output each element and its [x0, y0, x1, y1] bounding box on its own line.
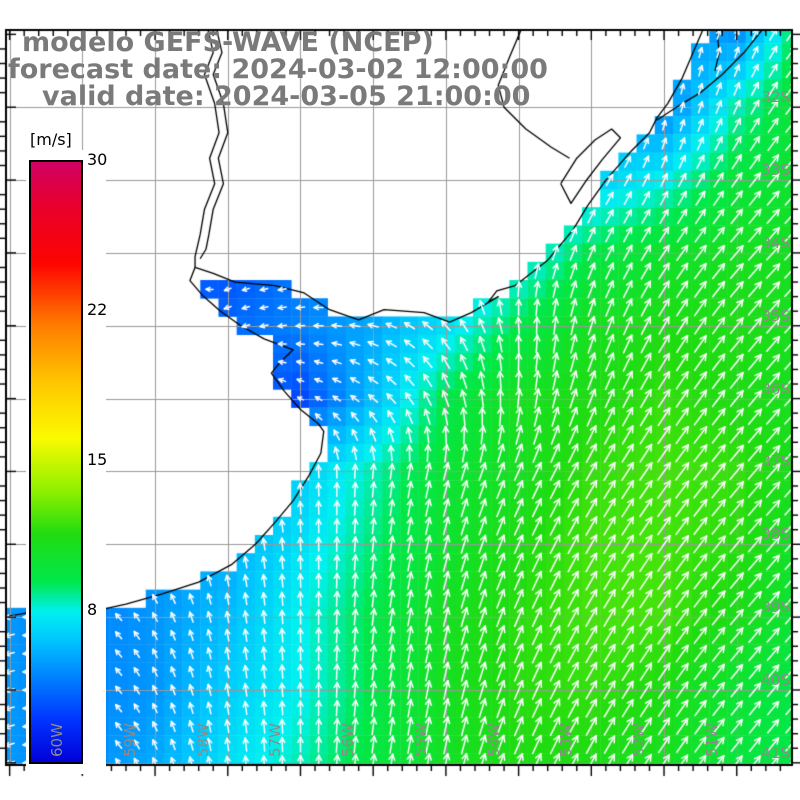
colorbar-tick-22: 22 [87, 300, 108, 319]
colorbar-tick-30: 30 [87, 150, 108, 169]
lon-label-59W: 59W [121, 723, 140, 757]
lon-label-58W: 58W [193, 723, 212, 757]
model-title: modelo GEFS-WAVE (NCEP) [22, 27, 434, 58]
lat-label-36S: 36S [761, 379, 790, 398]
lon-label-57W: 57W [266, 723, 285, 757]
colorbar-tick-15: 15 [87, 450, 108, 469]
lon-label-56W: 56W [339, 723, 358, 757]
colorbar-unit-label: [m/s] [30, 130, 72, 149]
lon-label-51W: 51W [702, 723, 721, 757]
lon-label-55W: 55W [411, 723, 430, 757]
colorbar-tick-8: 8 [87, 600, 98, 619]
lat-label-35S: 35S [761, 306, 790, 325]
lon-label-52W: 52W [630, 723, 649, 757]
lat-label-41S: 41S [761, 743, 790, 762]
lat-label-40S: 40S [761, 670, 790, 689]
lon-label-53W: 53W [557, 723, 576, 757]
lat-label-32S: 32S [761, 88, 790, 107]
colorbar-gradient [29, 160, 83, 764]
forecast-date: forecast date: 2024-03-02 12:00:00 [8, 54, 548, 85]
valid-date: valid date: 2024-03-05 21:00:00 [42, 81, 531, 112]
lat-label-37S: 37S [761, 452, 790, 471]
lon-label-60W: 60W [48, 723, 67, 757]
lat-label-39S: 39S [761, 598, 790, 617]
lon-label-54W: 54W [484, 723, 503, 757]
lat-label-38S: 38S [761, 525, 790, 544]
lat-label-34S: 34S [761, 233, 790, 252]
lat-label-33S: 33S [761, 161, 790, 180]
